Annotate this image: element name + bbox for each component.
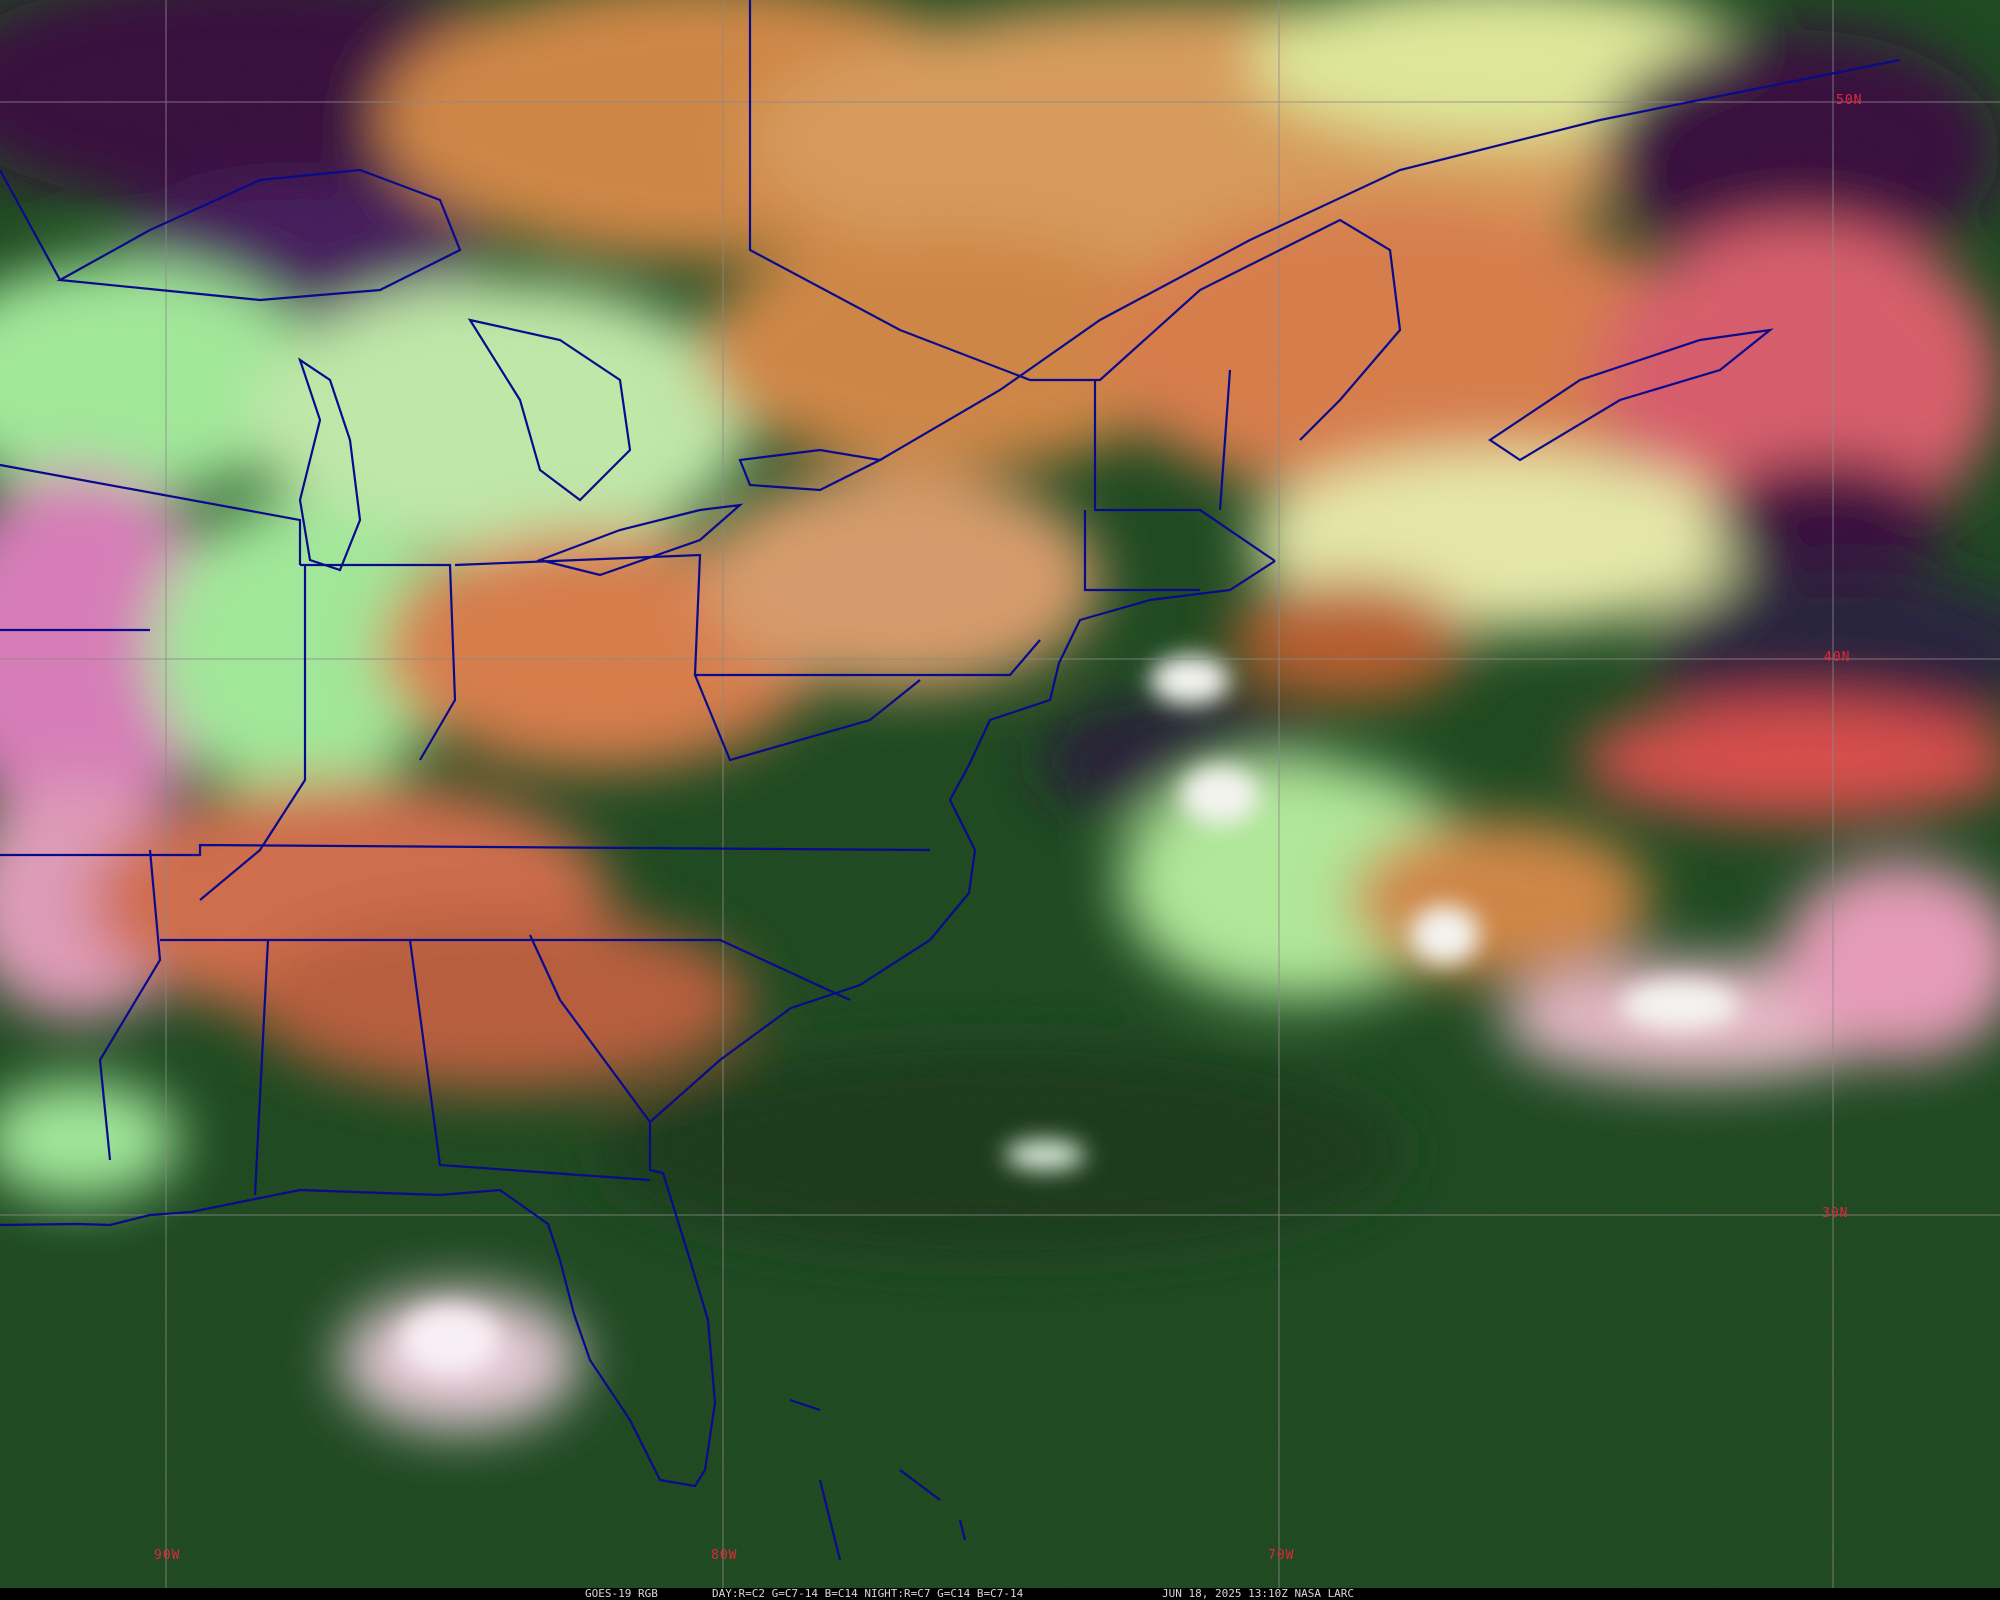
east-coastline xyxy=(0,560,1276,1488)
caption-recipe: DAY:R=C2 G=C7-14 B=C14 NIGHT:R=C7 G=C14 … xyxy=(712,1587,1024,1600)
caption-product: GOES-19 RGB xyxy=(585,1587,658,1600)
canada-us-border xyxy=(0,0,1402,441)
caption-timestamp: JUN 18, 2025 13:10Z NASA LARC xyxy=(1162,1587,1355,1600)
lat-label-40n: 40N xyxy=(1824,650,1851,665)
lon-label-80w: 80W xyxy=(711,1548,738,1563)
lat-label-30n: 30N xyxy=(1822,1206,1849,1221)
lake-michigan xyxy=(297,357,362,572)
lon-label-90w: 90W xyxy=(154,1548,181,1563)
lake-huron xyxy=(467,318,632,502)
bahamas xyxy=(789,1398,967,1561)
lon-label-70w: 70W xyxy=(1268,1548,1295,1563)
lake-erie xyxy=(536,503,744,577)
state-lines xyxy=(0,369,1276,1196)
lat-label-50n: 50N xyxy=(1836,93,1863,108)
lake-superior xyxy=(56,168,462,302)
nova-scotia xyxy=(1488,328,1774,462)
lake-ontario xyxy=(738,448,884,492)
political-boundaries xyxy=(0,0,1901,1561)
st-lawrence xyxy=(879,58,1901,461)
caption-bar: GOES-19 RGB DAY:R=C2 G=C7-14 B=C14 NIGHT… xyxy=(0,1588,2000,1600)
